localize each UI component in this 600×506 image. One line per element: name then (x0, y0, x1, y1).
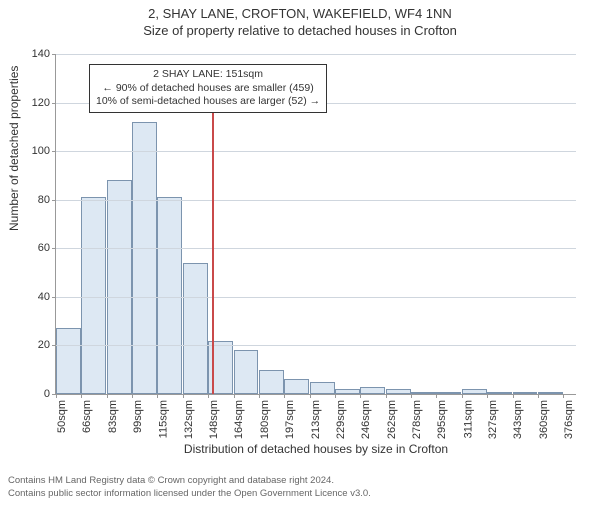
ytick-label: 40 (38, 291, 50, 303)
chart-title-main: 2, SHAY LANE, CROFTON, WAKEFIELD, WF4 1N… (0, 6, 600, 21)
gridline (56, 151, 576, 152)
xtick-mark (335, 394, 336, 398)
xtick-label: 376sqm (563, 400, 575, 439)
ytick-mark (52, 103, 56, 104)
footer-line-1: Contains HM Land Registry data © Crown c… (8, 475, 371, 487)
bar (436, 392, 461, 394)
xtick-label: 213sqm (310, 400, 322, 439)
xtick-mark (538, 394, 539, 398)
footer-attribution: Contains HM Land Registry data © Crown c… (8, 475, 371, 500)
xtick-label: 50sqm (56, 400, 68, 433)
xtick-mark (513, 394, 514, 398)
xtick-label: 83sqm (107, 400, 119, 433)
xtick-label: 311sqm (462, 400, 474, 438)
annotation-line: ← 90% of detached houses are smaller (45… (96, 82, 320, 96)
chart-container: 2, SHAY LANE, CROFTON, WAKEFIELD, WF4 1N… (0, 6, 600, 506)
ytick-label: 100 (32, 145, 50, 157)
xtick-mark (411, 394, 412, 398)
bar (411, 392, 436, 394)
ytick-mark (52, 54, 56, 55)
gridline (56, 345, 576, 346)
xtick-mark (107, 394, 108, 398)
gridline (56, 200, 576, 201)
bar (284, 379, 309, 394)
chart-title-sub: Size of property relative to detached ho… (0, 23, 600, 38)
bar (386, 389, 411, 394)
xtick-label: 229sqm (335, 400, 347, 439)
ytick-mark (52, 297, 56, 298)
bar (259, 370, 284, 394)
xtick-mark (56, 394, 57, 398)
ytick-label: 120 (32, 97, 50, 109)
bar (234, 350, 259, 394)
xtick-label: 343sqm (513, 400, 525, 439)
gridline (56, 54, 576, 55)
xtick-label: 164sqm (234, 400, 246, 439)
footer-line-2: Contains public sector information licen… (8, 488, 371, 500)
annotation-line: 10% of semi-detached houses are larger (… (96, 95, 320, 109)
ytick-label: 80 (38, 194, 50, 206)
plot-area: Number of detached properties Distributi… (55, 54, 576, 395)
xtick-label: 66sqm (81, 400, 93, 433)
ytick-label: 20 (38, 339, 50, 351)
gridline (56, 297, 576, 298)
annotation-box: 2 SHAY LANE: 151sqm← 90% of detached hou… (89, 64, 327, 113)
xtick-mark (487, 394, 488, 398)
bar (310, 382, 335, 394)
ytick-label: 60 (38, 242, 50, 254)
gridline (56, 248, 576, 249)
xtick-label: 148sqm (208, 400, 220, 439)
xtick-label: 278sqm (411, 400, 423, 439)
bar (538, 392, 563, 394)
xtick-label: 132sqm (183, 400, 195, 439)
xtick-label: 180sqm (259, 400, 271, 439)
xtick-mark (563, 394, 564, 398)
bar (487, 392, 512, 394)
xtick-mark (81, 394, 82, 398)
xtick-mark (157, 394, 158, 398)
ytick-mark (52, 345, 56, 346)
xtick-label: 115sqm (157, 400, 169, 438)
bar (462, 389, 487, 394)
bar (157, 197, 182, 394)
bar (335, 389, 360, 394)
bar (513, 392, 538, 394)
xtick-label: 327sqm (487, 400, 499, 439)
bar (183, 263, 208, 394)
bar (56, 328, 81, 394)
xtick-label: 197sqm (284, 400, 296, 439)
xtick-label: 246sqm (360, 400, 372, 439)
xtick-mark (462, 394, 463, 398)
bar (107, 180, 132, 394)
xtick-mark (436, 394, 437, 398)
bar (132, 122, 157, 394)
ytick-mark (52, 151, 56, 152)
xtick-mark (284, 394, 285, 398)
xtick-mark (310, 394, 311, 398)
xtick-mark (132, 394, 133, 398)
xtick-mark (259, 394, 260, 398)
xtick-label: 360sqm (538, 400, 550, 439)
xtick-mark (360, 394, 361, 398)
ytick-mark (52, 200, 56, 201)
ytick-label: 140 (32, 48, 50, 60)
xtick-mark (208, 394, 209, 398)
bar (81, 197, 106, 394)
x-axis-label: Distribution of detached houses by size … (56, 442, 576, 456)
xtick-mark (234, 394, 235, 398)
ytick-label: 0 (44, 388, 50, 400)
y-axis-label: Number of detached properties (7, 66, 21, 231)
reference-line (212, 88, 214, 394)
xtick-mark (386, 394, 387, 398)
annotation-line: 2 SHAY LANE: 151sqm (96, 68, 320, 82)
xtick-label: 262sqm (386, 400, 398, 439)
ytick-mark (52, 248, 56, 249)
xtick-label: 99sqm (132, 400, 144, 433)
xtick-label: 295sqm (437, 400, 449, 439)
xtick-mark (183, 394, 184, 398)
bar (360, 387, 385, 394)
